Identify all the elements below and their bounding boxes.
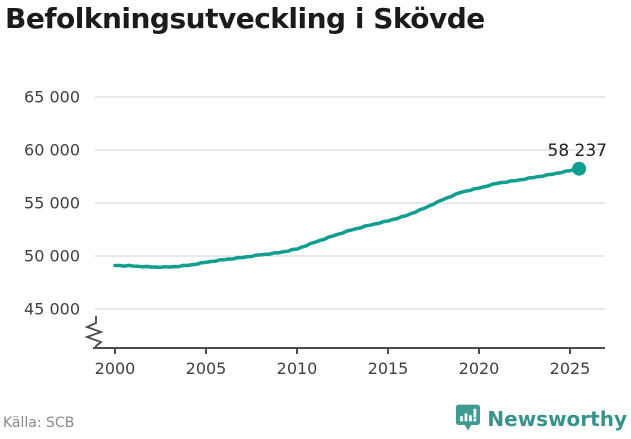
y-tick-label: 55 000 (24, 194, 80, 213)
y-tick-label: 45 000 (24, 300, 80, 319)
y-tick-label: 60 000 (24, 141, 80, 160)
x-tick-label: 2010 (277, 359, 318, 378)
population-line (113, 166, 581, 270)
x-tick-label: 2000 (95, 359, 136, 378)
newsworthy-logo-text: Newsworthy (487, 406, 627, 431)
axis-break-icon (84, 316, 104, 349)
population-series (113, 161, 587, 270)
newsworthy-logo[interactable]: Newsworthy (456, 403, 627, 434)
y-tick-label: 50 000 (24, 247, 80, 266)
latest-point-marker (572, 161, 587, 176)
grid-layer: 65 000 60 000 55 000 50 000 45 000 (24, 88, 605, 319)
source-label: Källa: SCB (3, 415, 75, 431)
y-tick-label: 65 000 (24, 88, 80, 107)
x-tick-label: 2025 (550, 359, 591, 378)
newsworthy-bubble-barchart-icon (456, 404, 481, 431)
latest-value-label: 58 237 (548, 141, 607, 161)
x-axis: 2000 2005 2010 2015 2020 2025 (93, 347, 605, 378)
x-tick-label: 2005 (186, 359, 227, 378)
chart-title: Befolkningsutveckling i Skövde (5, 2, 485, 35)
x-tick-label: 2015 (368, 359, 409, 378)
x-tick-label: 2020 (459, 359, 500, 378)
